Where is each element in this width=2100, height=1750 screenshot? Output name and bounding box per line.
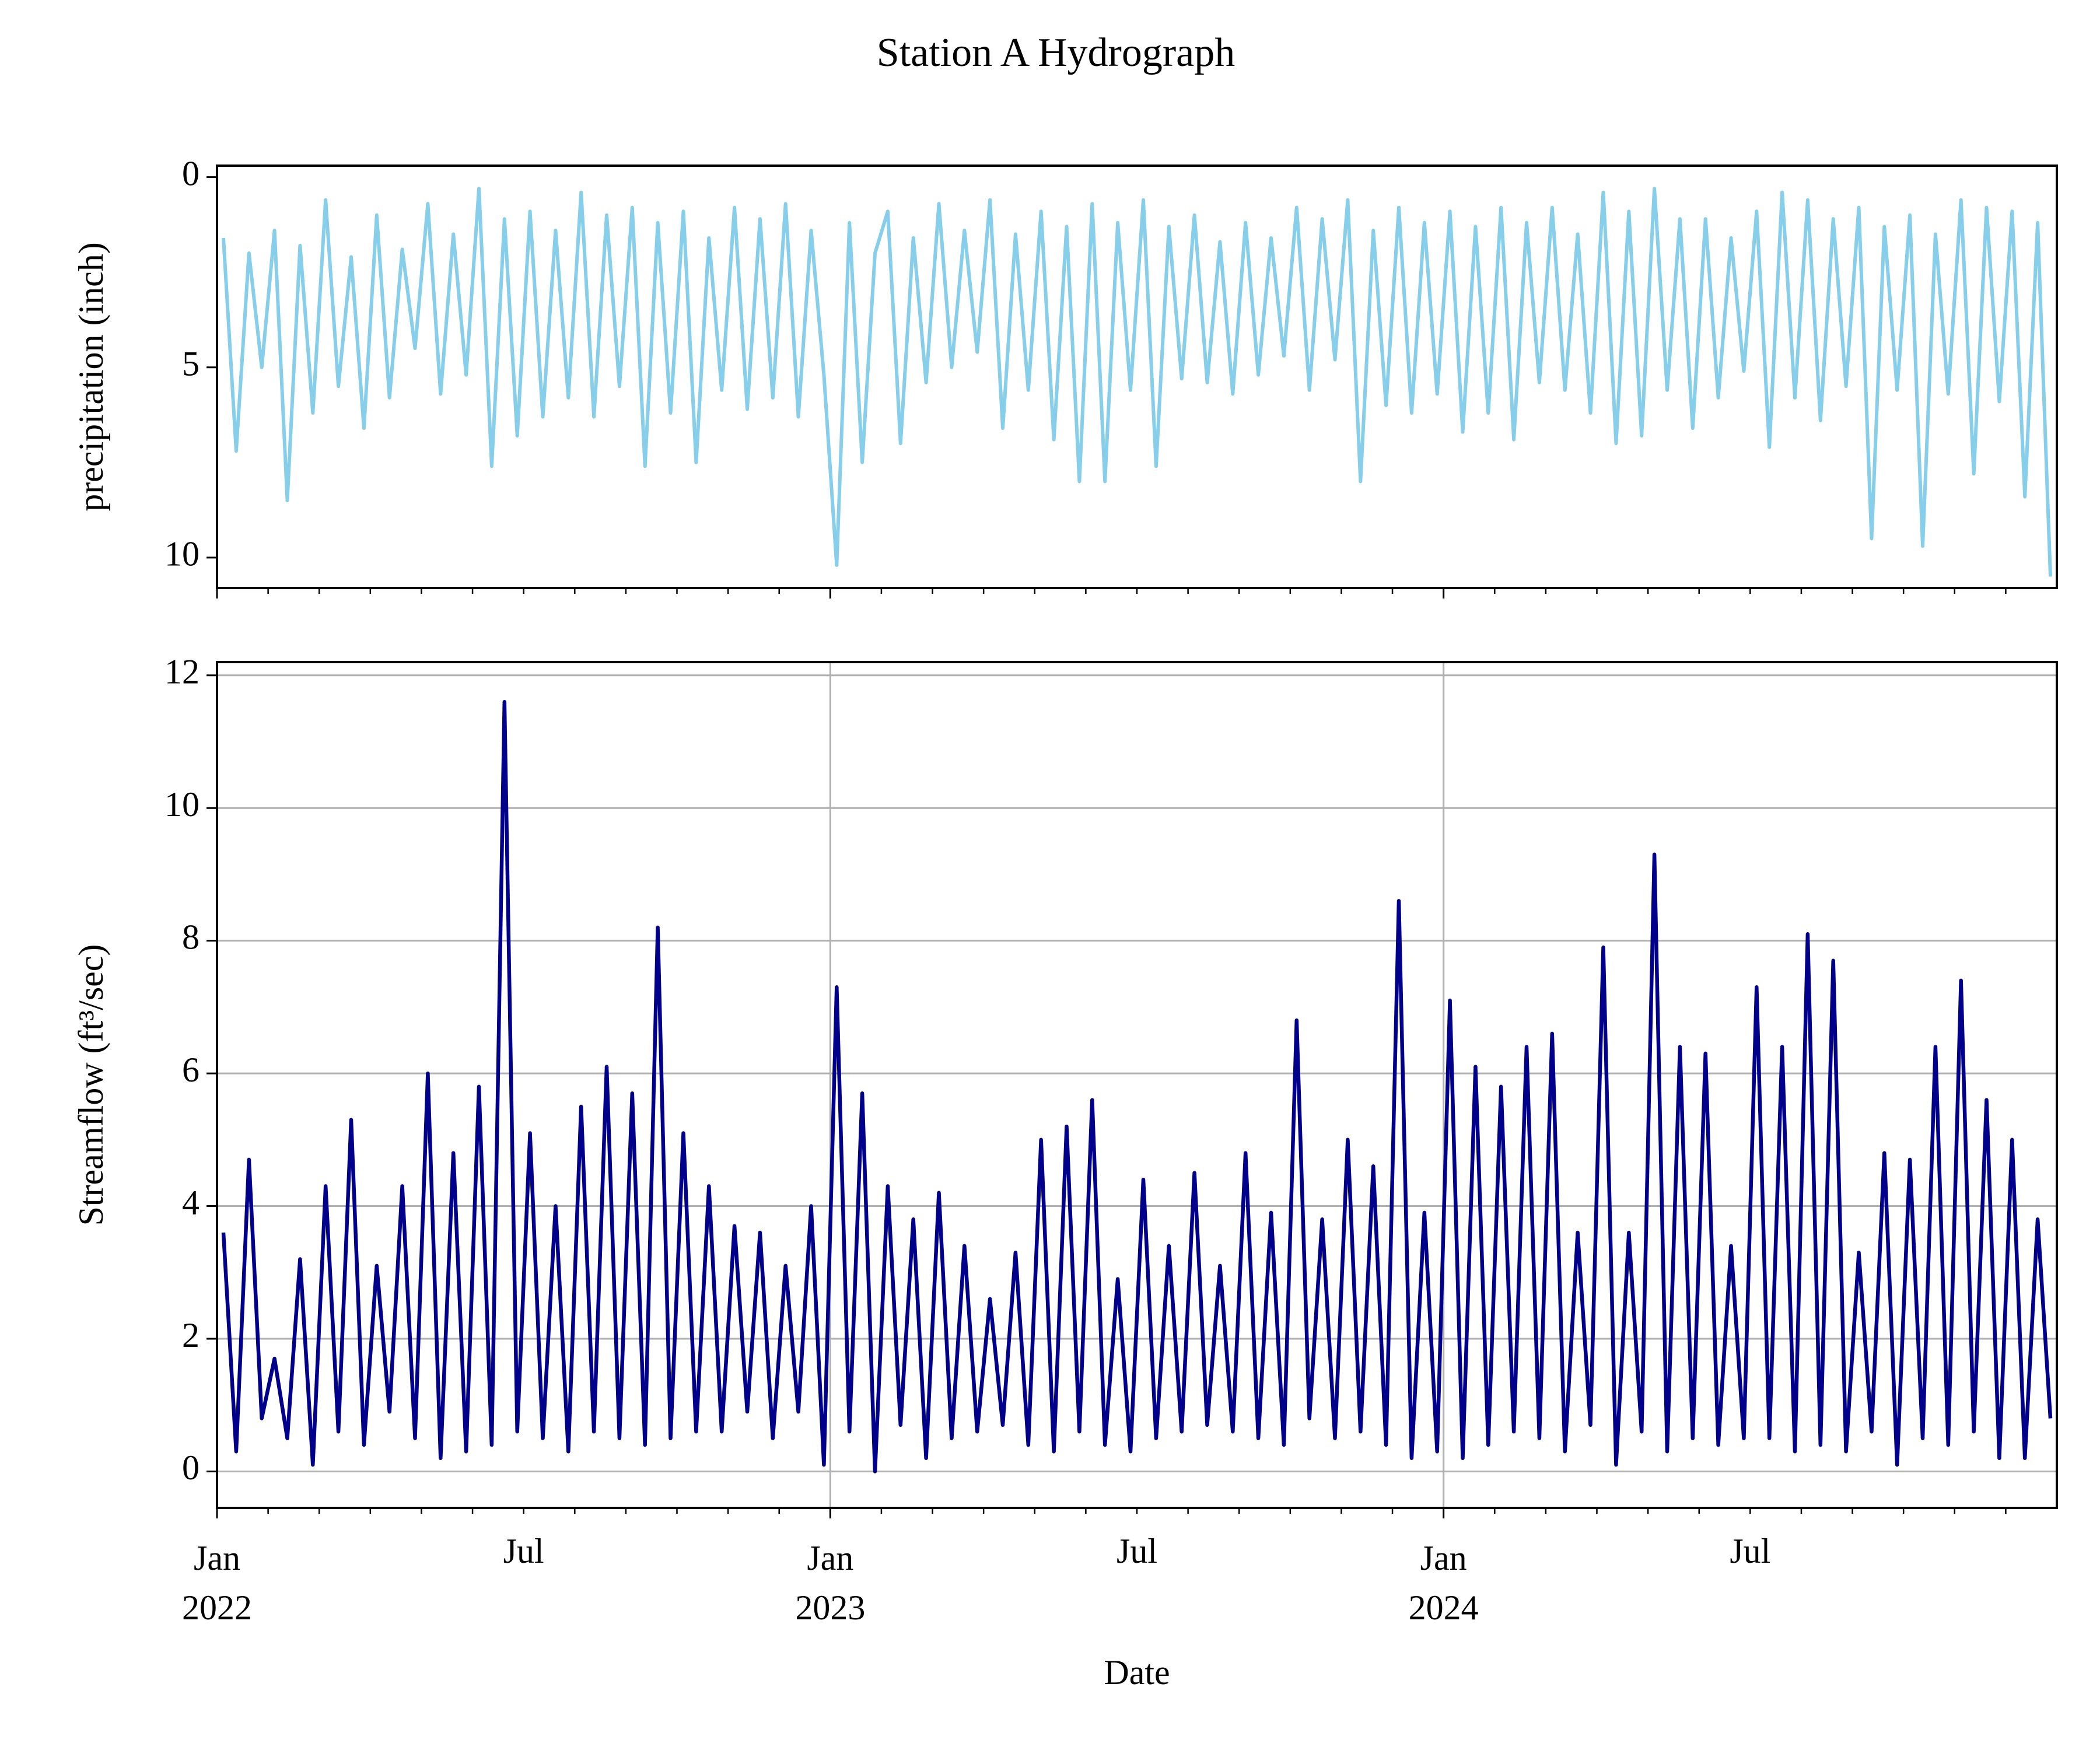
y-tick-label: 0 [182,154,200,192]
x-tick-label: Jul [503,1532,544,1570]
x-tick-label: 2023 [795,1588,865,1627]
x-axis-label: Date [1104,1653,1170,1692]
y-tick-label: 12 [164,653,200,691]
data-line [221,699,2053,1474]
chart-title: Station A Hydrograph [877,30,1235,75]
axes-frame [216,661,2058,1509]
y-axis-label: precipitation (inch) [72,242,110,511]
x-tick-label: 2024 [1409,1588,1479,1627]
x-tick-label: Jan [194,1539,240,1577]
y-axis-label: Streamflow (ft³/sec) [72,944,110,1226]
y-tick-label: 10 [164,785,200,824]
x-tick-label: 2022 [182,1588,252,1627]
y-tick-label: 4 [182,1183,200,1222]
x-tick-label: Jul [1730,1532,1770,1570]
x-tick-label: Jan [1420,1539,1467,1577]
data-line [222,187,2052,577]
axes-frame [216,164,2058,589]
x-tick-label: Jan [807,1539,853,1577]
y-tick-label: 2 [182,1316,200,1354]
y-tick-label: 0 [182,1448,200,1487]
y-tick-label: 8 [182,918,200,956]
y-tick-label: 6 [182,1051,200,1089]
x-tick-label: Jul [1116,1532,1157,1570]
y-tick-label: 5 [182,344,200,383]
y-tick-label: 10 [164,535,200,573]
